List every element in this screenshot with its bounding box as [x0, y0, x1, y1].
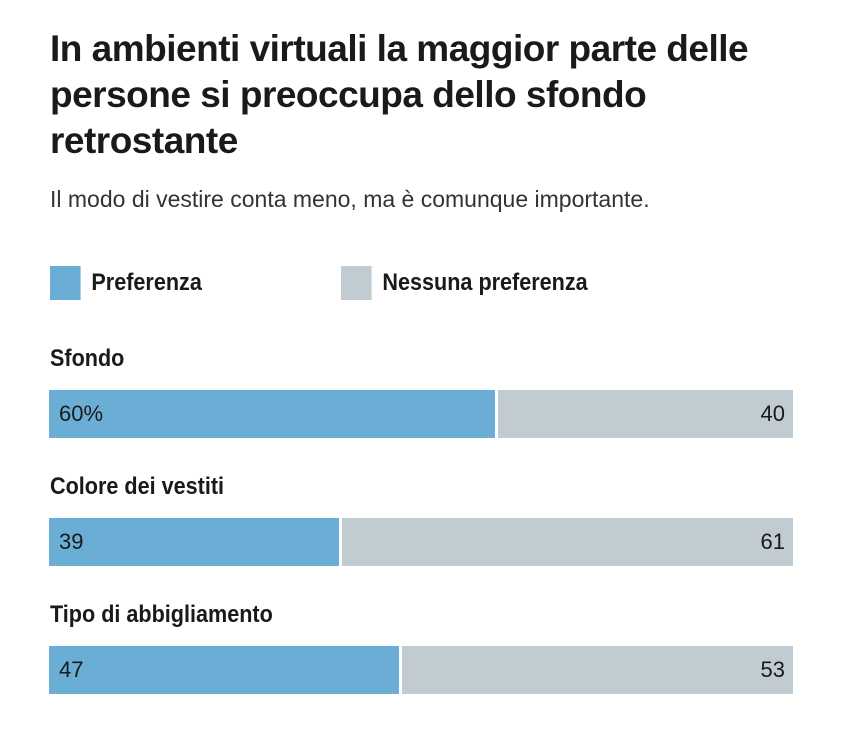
legend-item-nessuna-preferenza: Nessuna preferenza	[341, 266, 588, 300]
legend-label: Nessuna preferenza	[382, 269, 588, 296]
bar-row: 60% 40	[49, 390, 793, 438]
bar-segment-preferenza: 39	[49, 518, 340, 566]
data-label: 61	[760, 529, 785, 554]
data-label: 39	[59, 529, 84, 554]
bar-segment-nessuna-preferenza: 61	[339, 518, 793, 566]
bar-segment-preferenza: 47	[49, 646, 399, 694]
chart-title: In ambienti virtuali la maggior parte de…	[50, 28, 749, 161]
data-label: 53	[760, 657, 785, 682]
legend-swatch-preferenza	[50, 266, 81, 300]
bar-row: 39 61	[49, 518, 793, 566]
bar-segment-preferenza: 60%	[49, 390, 496, 438]
legend-swatch-nessuna-preferenza	[341, 266, 372, 300]
data-label: 40	[760, 401, 785, 426]
bar-segment-nessuna-preferenza: 40	[495, 390, 793, 438]
data-label: 60%	[59, 401, 104, 426]
bar-row: 47 53	[49, 646, 793, 694]
legend-item-preferenza: Preferenza	[50, 266, 202, 300]
category-label: Sfondo	[50, 345, 125, 372]
data-label: 47	[59, 657, 84, 682]
chart-subtitle: Il modo di vestire conta meno, ma è comu…	[50, 186, 650, 212]
category-label: Colore dei vestiti	[50, 473, 225, 500]
category-label: Tipo di abbigliamento	[50, 601, 273, 628]
legend-label: Preferenza	[91, 269, 202, 296]
bar-segment-nessuna-preferenza: 53	[398, 646, 793, 694]
